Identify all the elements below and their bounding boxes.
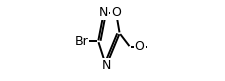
Text: N: N <box>99 6 108 19</box>
Text: O: O <box>135 40 144 53</box>
Text: Br: Br <box>74 35 88 48</box>
Text: O: O <box>111 6 121 19</box>
Text: N: N <box>101 59 111 72</box>
